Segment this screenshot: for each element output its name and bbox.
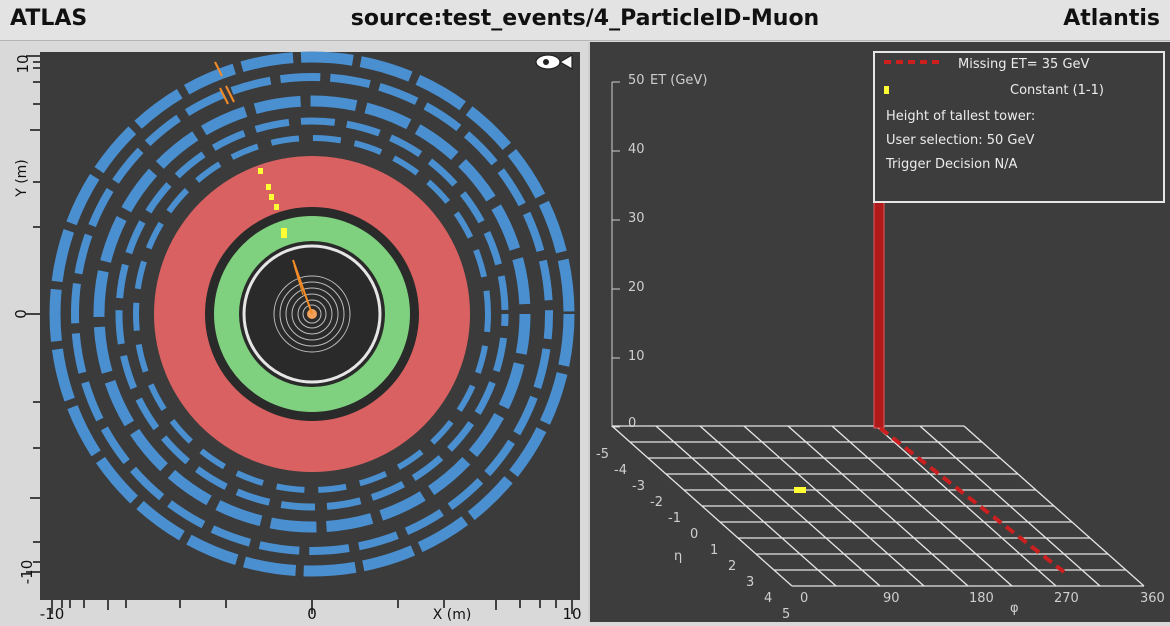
phi-tick: 90: [883, 591, 900, 606]
title-bar: ATLAS source:test_events/4_ParticleID-Mu…: [0, 0, 1170, 41]
phi-tick-labels: 0 90 180 270 360: [800, 591, 1165, 606]
muon-track-hit: [293, 264, 304, 296]
eta-tick: -5: [596, 447, 609, 462]
et-axis-ticks: [612, 81, 620, 428]
eta-tick: -1: [668, 511, 681, 526]
app-name: Atlantis: [1063, 6, 1160, 31]
legend-box: Missing ET= 35 GeV Constant (1-1) Height…: [873, 51, 1165, 203]
x-axis-label: X (m): [433, 607, 472, 622]
constant-marker[interactable]: [794, 487, 806, 493]
inner-detector: [273, 275, 351, 353]
xy-view-canvas[interactable]: 10 0 -10 Y (m) -10 0 10 X (m): [0, 42, 586, 623]
y-tick-10: 10: [14, 54, 32, 73]
eta-tick: -2: [650, 495, 663, 510]
legend-trigger: Trigger Decision N/A: [885, 157, 1018, 172]
legend-missing-et: Missing ET= 35 GeV: [958, 57, 1090, 72]
phi-tick: 180: [969, 591, 994, 606]
et-tick-50: 50: [628, 73, 645, 88]
eta-tick: 5: [782, 607, 790, 622]
eta-tick: -3: [632, 479, 645, 494]
eta-tick: 2: [728, 559, 736, 574]
et-axis-label: ET (GeV): [650, 73, 707, 88]
et-tick-40: 40: [628, 142, 645, 157]
et-tick-20: 20: [628, 280, 645, 295]
yellow-hits: [258, 168, 287, 238]
x-tick-0: 0: [307, 605, 317, 622]
legend-constant: Constant (1-1): [1010, 83, 1104, 98]
lego-plot-panel[interactable]: 50 ET (GeV) 40 30 20 10 0: [588, 42, 1170, 622]
et-tick-30: 30: [628, 211, 645, 226]
lego-plot-canvas[interactable]: 50 ET (GeV) 40 30 20 10 0: [590, 42, 1170, 622]
phi-tick: 0: [800, 591, 808, 606]
x-tick-minus-10: -10: [40, 605, 65, 622]
tallest-tower[interactable]: [873, 186, 885, 429]
solenoid-ring: [242, 244, 382, 384]
phi-tick: 270: [1054, 591, 1079, 606]
fish-eye-icon[interactable]: [535, 53, 573, 71]
constant-legend-swatch: [884, 86, 889, 94]
eta-axis-label: η: [674, 549, 682, 564]
y-axis-ticks: [26, 55, 40, 573]
missing-et-line: [878, 426, 1066, 574]
muon-chamber-hits: [214, 61, 235, 105]
x-axis-ticks: [51, 600, 573, 614]
x-tick-10: 10: [562, 605, 581, 622]
phi-axis-label: φ: [1010, 601, 1019, 616]
eta-tick: 0: [690, 527, 698, 542]
eta-tick: 4: [764, 591, 772, 606]
y-tick-minus-10: -10: [18, 560, 36, 585]
experiment-label: ATLAS: [10, 6, 88, 31]
lego-floor-grid: [611, 425, 1145, 587]
muon-track: [292, 259, 313, 315]
muon-chambers: [49, 51, 575, 577]
y-axis-label: Y (m): [14, 159, 30, 198]
et-tick-0: 0: [628, 416, 636, 431]
legend-height-label: Height of tallest tower:: [886, 109, 1035, 124]
xy-view-panel[interactable]: 10 0 -10 Y (m) -10 0 10 X (m): [0, 42, 586, 623]
source-title: source:test_events/4_ParticleID-Muon: [350, 6, 820, 31]
eta-tick: 3: [746, 575, 754, 590]
eta-tick-labels: -5 -4 -3 -2 -1 0 1 2 3 4 5: [596, 447, 790, 622]
eta-tick: -4: [614, 463, 627, 478]
y-tick-0: 0: [12, 309, 30, 319]
legend-user-selection: User selection: 50 GeV: [886, 133, 1034, 148]
eta-tick: 1: [710, 543, 718, 558]
et-tick-10: 10: [628, 349, 645, 364]
phi-tick: 360: [1140, 591, 1165, 606]
